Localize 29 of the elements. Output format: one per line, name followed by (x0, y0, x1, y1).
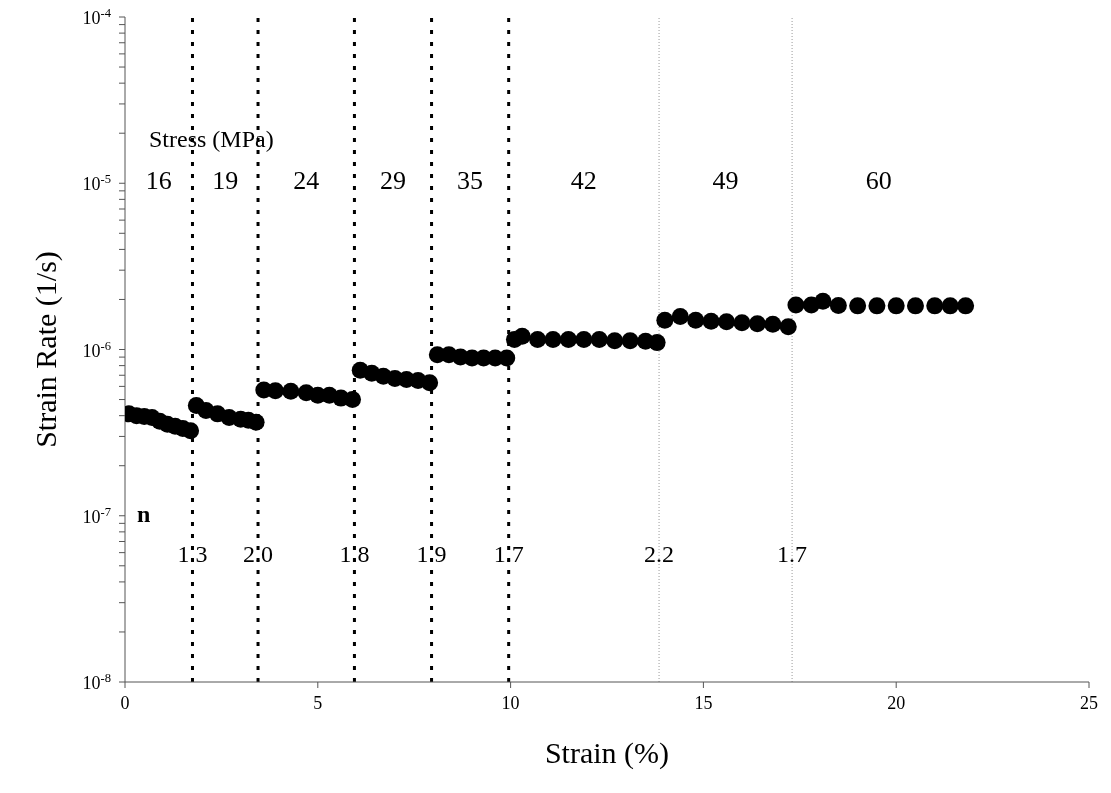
y-axis-title: Strain Rate (1/s) (28, 251, 63, 448)
annotation: 2.0 (243, 541, 274, 568)
y-tick-label: 10$^{-8}$ (82, 671, 111, 693)
annotation: 42 (570, 165, 597, 195)
annotation: 19 (212, 165, 239, 195)
annotation: 1.7 (777, 541, 808, 568)
y-tick-label: 10$^{-5}$ (82, 172, 111, 195)
annotation: 29 (379, 165, 406, 195)
y-tick-label: 10$^{-6}$ (82, 338, 111, 361)
annotation: 1.8 (339, 541, 370, 568)
annotation: 60 (865, 165, 892, 195)
annotation: n (137, 501, 151, 528)
x-tick-label: 5 (313, 692, 323, 713)
annotation: 1.9 (416, 541, 447, 568)
x-tick-label: 25 (1080, 692, 1098, 713)
x-tick-label: 0 (120, 692, 130, 713)
y-tick-label: 10$^{-4}$ (82, 6, 112, 28)
annotation: 49 (712, 165, 739, 195)
annotation: 1.3 (177, 541, 208, 568)
annotation: 16 (145, 165, 172, 195)
x-tick-label: 15 (694, 692, 713, 713)
annotation: 35 (457, 165, 484, 195)
annotation: 24 (293, 165, 320, 195)
annotation: Stress (MPa) (149, 126, 274, 153)
x-tick-label: 10 (501, 692, 520, 713)
y-tick-label: 10$^{-7}$ (82, 504, 111, 527)
x-axis-title: Strain (%) (544, 736, 670, 770)
annotation: 2.2 (644, 541, 675, 568)
x-tick-label: 20 (887, 692, 906, 713)
